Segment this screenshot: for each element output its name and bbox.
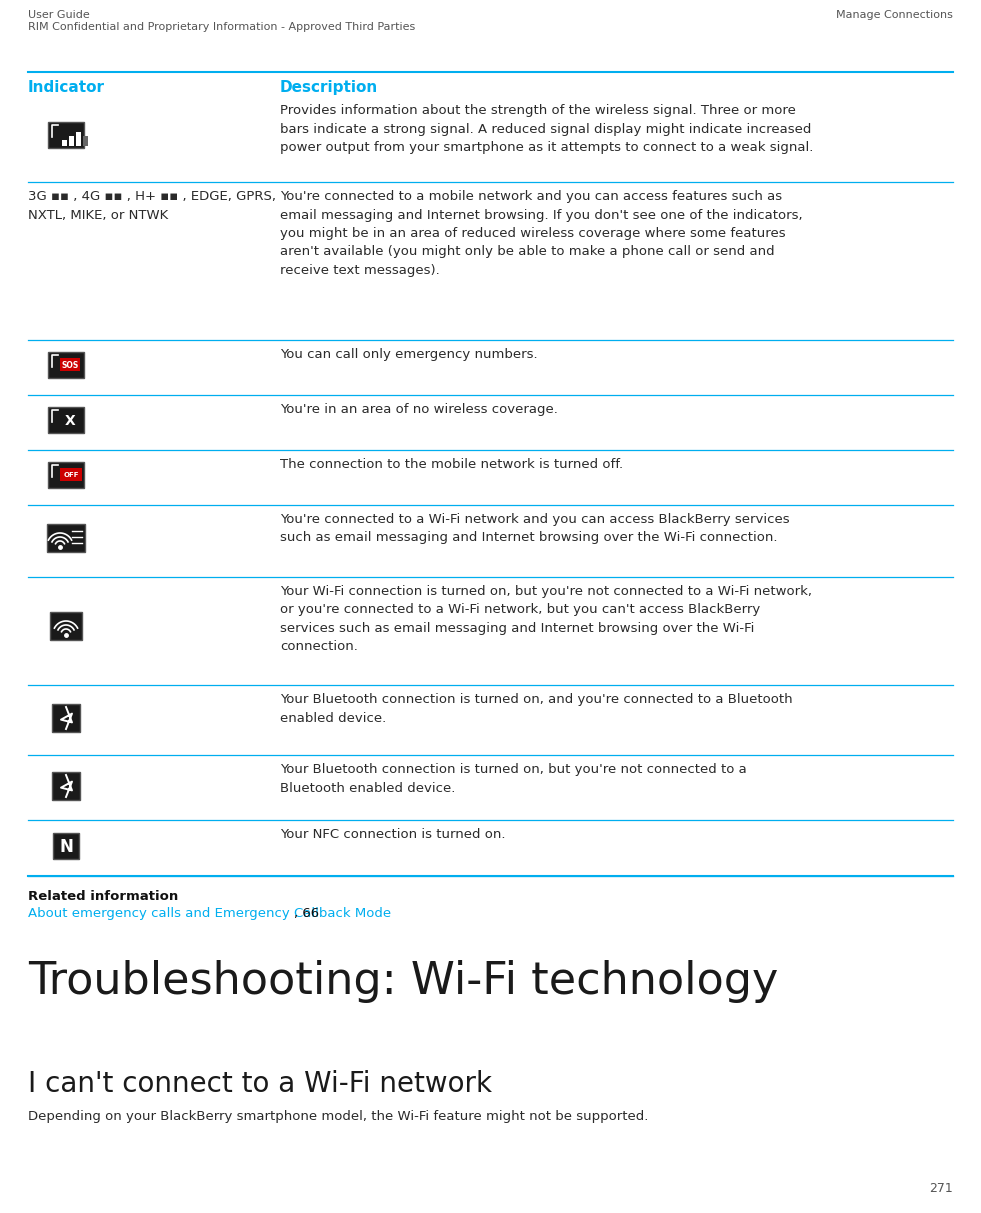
Text: You're in an area of no wireless coverage.: You're in an area of no wireless coverag…: [280, 403, 558, 416]
Text: Depending on your BlackBerry smartphone model, the Wi-Fi feature might not be su: Depending on your BlackBerry smartphone …: [28, 1110, 648, 1123]
Text: Indicator: Indicator: [28, 80, 105, 95]
Text: X: X: [65, 414, 76, 428]
Text: Provides information about the strength of the wireless signal. Three or more
ba: Provides information about the strength …: [280, 104, 813, 154]
Text: I can't connect to a Wi-Fi network: I can't connect to a Wi-Fi network: [28, 1070, 492, 1098]
Text: User Guide: User Guide: [28, 10, 89, 19]
Text: RIM Confidential and Proprietary Information - Approved Third Parties: RIM Confidential and Proprietary Informa…: [28, 22, 415, 32]
Bar: [48, 352, 84, 378]
Bar: [47, 524, 85, 552]
Text: Your Bluetooth connection is turned on, but you're not connected to a
Bluetooth : Your Bluetooth connection is turned on, …: [280, 763, 747, 795]
Text: You're connected to a Wi-Fi network and you can access BlackBerry services
such : You're connected to a Wi-Fi network and …: [280, 513, 790, 545]
Bar: [50, 613, 82, 640]
Text: You're connected to a mobile network and you can access features such as
email m: You're connected to a mobile network and…: [280, 190, 802, 277]
Bar: [53, 833, 79, 859]
Text: Your Wi-Fi connection is turned on, but you're not connected to a Wi-Fi network,: Your Wi-Fi connection is turned on, but …: [280, 585, 812, 654]
Bar: [52, 771, 80, 801]
Text: The connection to the mobile network is turned off.: The connection to the mobile network is …: [280, 459, 623, 471]
Bar: [48, 462, 84, 488]
Text: Description: Description: [280, 80, 379, 95]
Text: 3G ▪▪ , 4G ▪▪ , H+ ▪▪ , EDGE, GPRS,
NXTL, MIKE, or NTWK: 3G ▪▪ , 4G ▪▪ , H+ ▪▪ , EDGE, GPRS, NXTL…: [28, 190, 276, 222]
Text: Manage Connections: Manage Connections: [836, 10, 953, 19]
Text: Troubleshooting: Wi-Fi technology: Troubleshooting: Wi-Fi technology: [28, 959, 778, 1003]
Bar: [76, 132, 81, 146]
Text: Related information: Related information: [28, 890, 179, 902]
Bar: [60, 358, 80, 371]
Bar: [62, 139, 67, 146]
Text: 271: 271: [929, 1181, 953, 1195]
Bar: [48, 123, 84, 148]
Text: About emergency calls and Emergency Callback Mode: About emergency calls and Emergency Call…: [28, 907, 391, 919]
Text: You can call only emergency numbers.: You can call only emergency numbers.: [280, 348, 538, 361]
Text: Your Bluetooth connection is turned on, and you're connected to a Bluetooth
enab: Your Bluetooth connection is turned on, …: [280, 693, 793, 724]
Text: , 66: , 66: [293, 907, 319, 919]
Text: SOS: SOS: [62, 360, 78, 370]
Bar: [52, 704, 80, 731]
Bar: [69, 136, 74, 146]
Bar: [48, 408, 84, 433]
Bar: [60, 468, 82, 482]
Text: Your NFC connection is turned on.: Your NFC connection is turned on.: [280, 828, 505, 841]
Text: N: N: [59, 838, 73, 856]
Bar: [83, 136, 88, 146]
Text: OFF: OFF: [63, 472, 78, 478]
